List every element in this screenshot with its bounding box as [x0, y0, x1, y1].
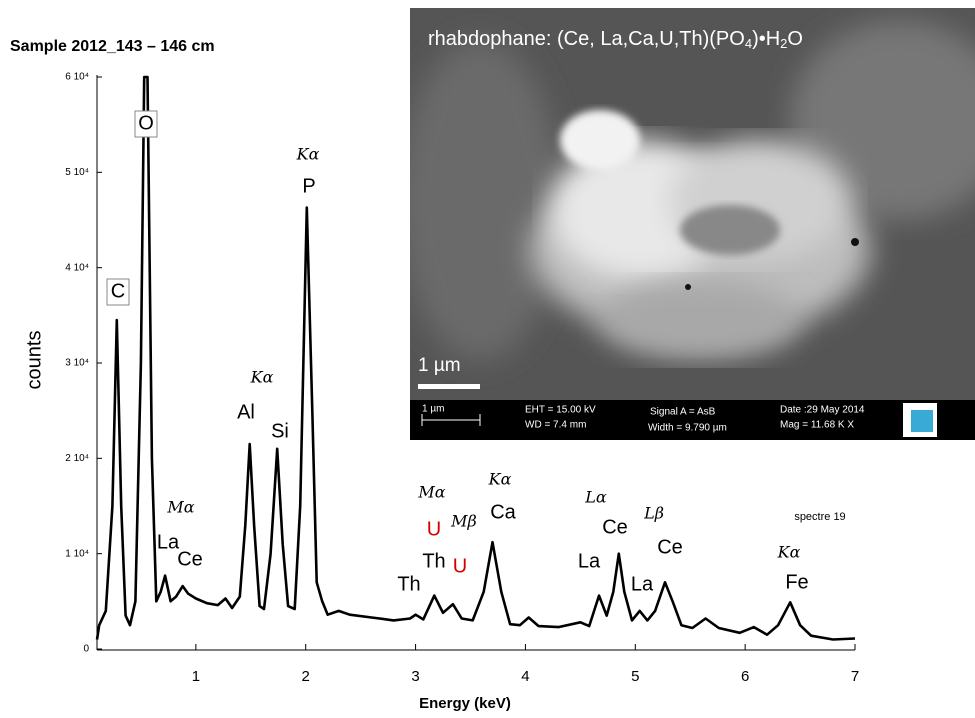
caption-part: rhabdophane: (Ce, La,Ca,U,Th)(PO: [428, 28, 745, 50]
chart-title: Sample 2012_143 – 146 cm: [10, 38, 215, 55]
caption-part: O: [787, 28, 803, 50]
peak-annotation: Mα: [166, 498, 194, 517]
plot-area: 0 1 10⁴ 2 10⁴ 3 10⁴ 4 10⁴ 5 10⁴ 6 10⁴ 1 2 3 4 5 6 7: [65, 72, 859, 685]
peak-annotation: U: [427, 518, 441, 540]
y-tick-label: 6 10⁴: [65, 72, 89, 83]
y-axis-label: counts: [23, 331, 45, 390]
y-tick-label: 3 10⁴: [65, 358, 89, 369]
peak-annotation: Si: [271, 420, 289, 442]
annotation-box: [106, 278, 130, 306]
y-tick-label: 4 10⁴: [65, 262, 89, 273]
peak-annotation: O: [138, 112, 154, 134]
peak-annotation: Lβ: [643, 504, 664, 523]
peak-annotation: Kα: [488, 470, 512, 489]
x-tick-label: 2: [302, 668, 310, 685]
peak-annotation: P: [302, 175, 315, 197]
info-text: Mag = 11.68 K X: [780, 420, 854, 431]
y-tick-label: 2 10⁴: [65, 453, 89, 464]
x-tick-label: 4: [521, 668, 529, 685]
peak-annotation: Ce: [657, 536, 683, 558]
info-text: Date :29 May 2014: [780, 405, 865, 416]
info-text: EHT = 15.00 kV: [525, 405, 596, 416]
peak-annotation: Ce: [177, 548, 203, 570]
info-text: Signal A = AsB: [650, 407, 716, 418]
y-tick-label: 1 10⁴: [65, 548, 89, 559]
x-tick-label: 6: [741, 668, 749, 685]
peak-annotation: Kα: [296, 145, 320, 164]
caption-part: 2: [780, 36, 787, 51]
peak-annotation: U: [453, 555, 467, 577]
caption-part: )•H: [752, 28, 780, 50]
peak-annotation: Th: [397, 573, 420, 595]
peak-annotation: Ce: [602, 516, 628, 538]
logo: [911, 410, 933, 432]
sem-image: rhabdophane: (Ce, La,Ca,U,Th)(PO4)•H2O 1…: [410, 8, 975, 440]
y-tick-label: 5 10⁴: [65, 167, 89, 178]
inset-caption: rhabdophane: (Ce, La,Ca,U,Th)(PO4)•H2O: [428, 28, 803, 51]
x-tick-label: 1: [192, 668, 200, 685]
info-text: 1 µm: [422, 404, 444, 415]
peak-annotation: Kα: [777, 543, 801, 562]
peak-annotation: Th: [422, 550, 445, 572]
x-tick-label: 5: [631, 668, 639, 685]
caption-part: 4: [745, 36, 752, 51]
peak-annotation: spectre 19: [794, 511, 845, 523]
x-axis-label: Energy (keV): [419, 695, 511, 712]
x-tick-label: 3: [411, 668, 419, 685]
peak-annotation: Ca: [490, 501, 516, 523]
y-tick-label: 0: [83, 644, 89, 655]
peak-annotation: Kα: [250, 368, 274, 387]
x-tick-label: 7: [851, 668, 859, 685]
peak-annotation: C: [111, 280, 125, 302]
info-text: WD = 7.4 mm: [525, 420, 586, 431]
annotation-box: [134, 110, 158, 138]
info-text: Width = 9.790 µm: [648, 423, 727, 434]
peak-annotation: La: [631, 573, 654, 595]
spectrum-line: [95, 75, 856, 641]
peak-annotation: Al: [237, 401, 255, 423]
peak-annotation: Mα: [417, 483, 445, 502]
scale-bar: [418, 384, 480, 389]
info-bar: [410, 400, 975, 440]
peak-annotation: La: [157, 531, 180, 553]
scale-label: 1 µm: [418, 355, 461, 376]
sem-texture: [410, 20, 975, 360]
peak-annotation: Lα: [584, 488, 607, 507]
peak-annotation: Mβ: [450, 512, 477, 531]
peak-annotation: La: [578, 550, 601, 572]
peak-annotation: Fe: [785, 571, 808, 593]
